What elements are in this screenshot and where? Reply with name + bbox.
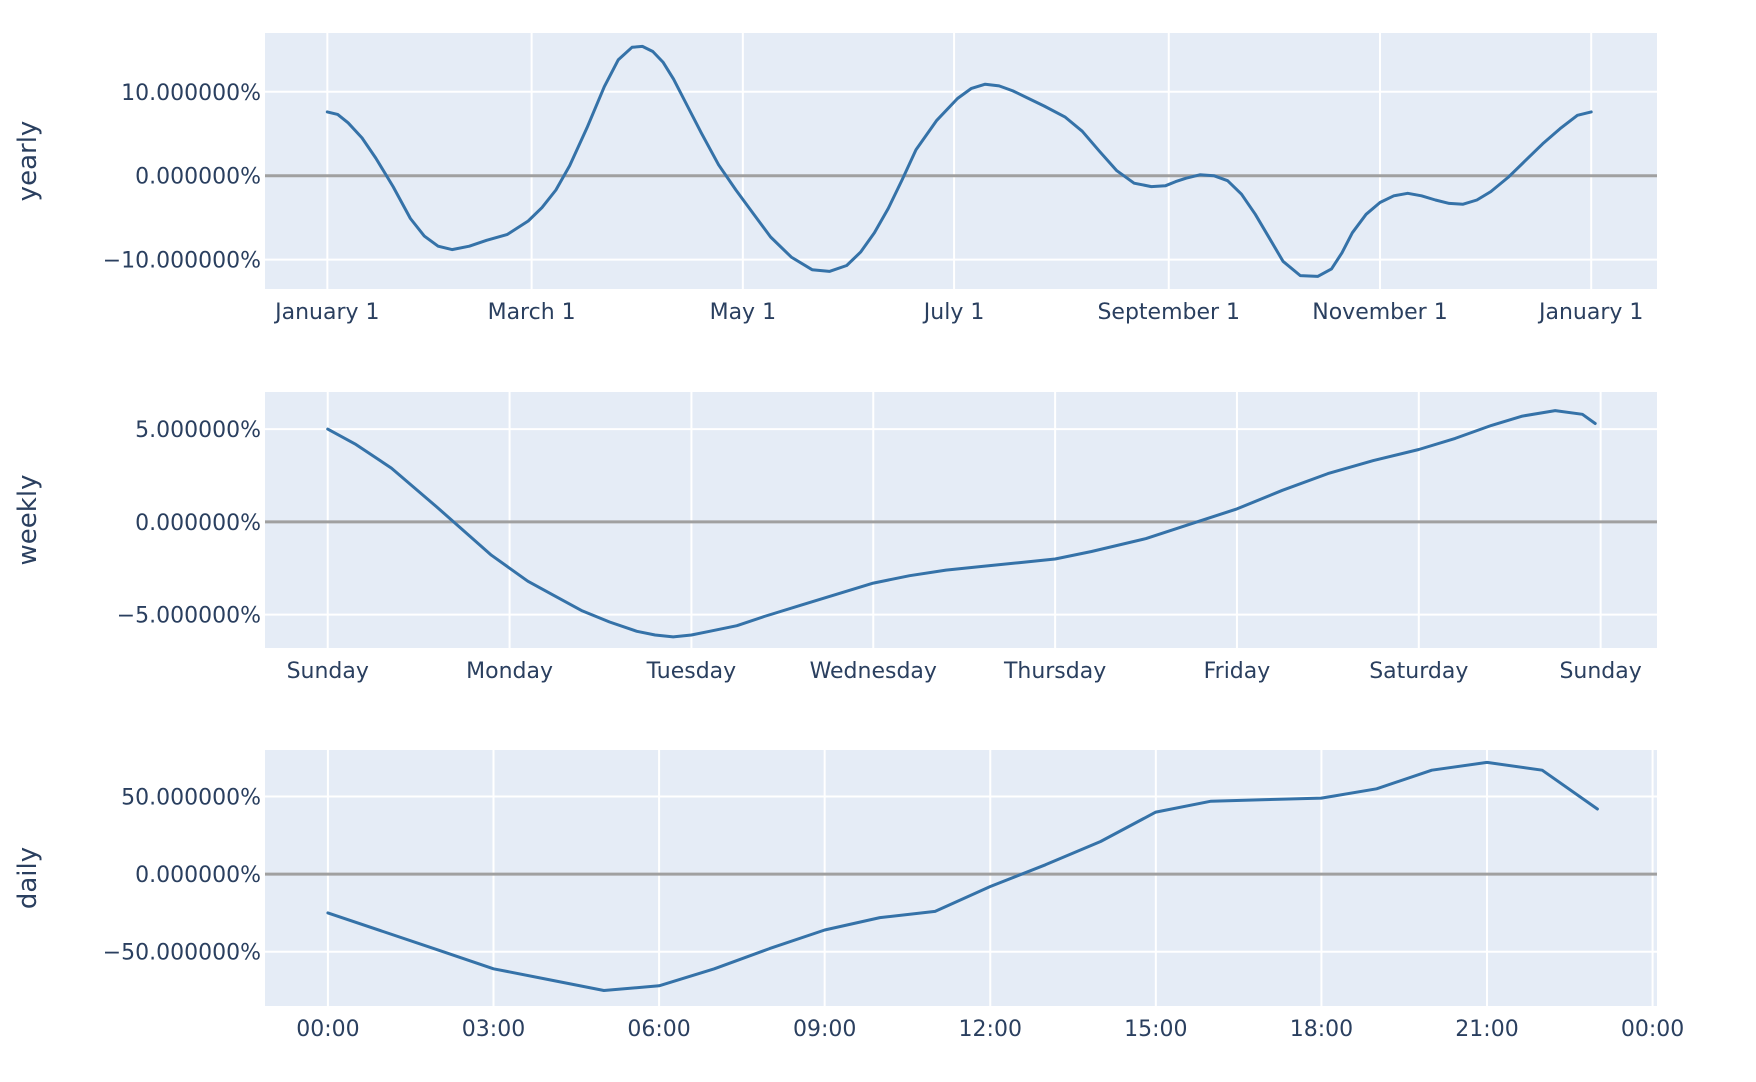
x-tick-label: Monday [466, 659, 553, 684]
x-tick-label: January 1 [273, 300, 379, 325]
y-axis-title: yearly [13, 121, 43, 202]
x-tick-label: Thursday [1003, 659, 1106, 684]
x-tick-label: 15:00 [1124, 1017, 1187, 1042]
plot-background [265, 750, 1657, 1006]
x-tick-label: 00:00 [1621, 1017, 1684, 1042]
y-tick-label: 50.000000% [121, 786, 261, 811]
y-tick-label: 0.000000% [135, 511, 261, 536]
x-tick-label: 06:00 [627, 1017, 690, 1042]
x-tick-label: May 1 [710, 300, 776, 325]
y-tick-label: 0.000000% [135, 863, 261, 888]
x-tick-label: March 1 [488, 300, 576, 325]
x-tick-label: Tuesday [646, 659, 737, 684]
x-tick-label: Wednesday [810, 659, 937, 684]
yearly-subplot: January 1 March 1 May 1 July 1 September 1 No… [13, 33, 1657, 325]
y-tick-label: −50.000000% [103, 941, 261, 966]
y-tick-label: −10.000000% [103, 249, 261, 274]
x-tick-label: 03:00 [462, 1017, 525, 1042]
x-tick-label: January 1 [1537, 300, 1643, 325]
y-tick-label: 10.000000% [121, 81, 261, 106]
x-tick-label: September 1 [1097, 300, 1240, 325]
y-tick-label: 0.000000% [135, 165, 261, 190]
x-tick-label: Sunday [287, 659, 369, 684]
y-axis-title: weekly [13, 475, 43, 566]
x-tick-label: 18:00 [1290, 1017, 1353, 1042]
daily-subplot: 00:00 03:00 06:00 09:00 12:00 15:00 18:00 21:00… [13, 750, 1684, 1042]
x-tick-label: Sunday [1559, 659, 1641, 684]
daily-series-line [326, 760, 1599, 992]
x-tick-label: 09:00 [793, 1017, 856, 1042]
x-tick-label: July 1 [922, 300, 985, 325]
yearly-series-line [325, 44, 1593, 278]
plot-background [265, 33, 1657, 289]
plot-background [265, 392, 1657, 648]
y-tick-label: −5.000000% [117, 604, 261, 629]
weekly-series-line [326, 409, 1597, 639]
weekly-subplot: Sunday Monday Tuesday Wednesday Thursday Frid… [13, 392, 1657, 684]
y-axis-title: daily [13, 847, 43, 909]
x-tick-label: Saturday [1369, 659, 1468, 684]
x-tick-label: 12:00 [959, 1017, 1022, 1042]
x-tick-label: Friday [1204, 659, 1271, 684]
y-tick-label: 5.000000% [135, 418, 261, 443]
x-tick-label: November 1 [1312, 300, 1447, 325]
x-tick-label: 21:00 [1455, 1017, 1518, 1042]
x-tick-label: 00:00 [296, 1017, 359, 1042]
